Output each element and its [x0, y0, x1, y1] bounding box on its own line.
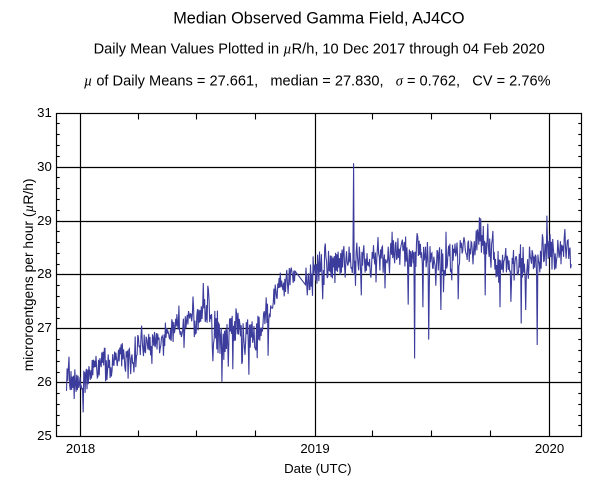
svg-text:28: 28: [37, 266, 52, 281]
svg-text:µ of Daily Means = 27.661, m: µ of Daily Means = 27.661, median = 27.8…: [84, 74, 551, 90]
svg-text:31: 31: [37, 105, 52, 120]
svg-text:27: 27: [37, 320, 52, 335]
svg-text:2019: 2019: [300, 441, 329, 456]
svg-text:29: 29: [37, 213, 52, 228]
svg-text:microroentgens per hour (µR/h): microroentgens per hour (µR/h): [21, 179, 36, 372]
svg-text:26: 26: [37, 374, 52, 389]
svg-text:2018: 2018: [66, 441, 95, 456]
svg-text:Daily Mean Values Plotted in µ: Daily Mean Values Plotted in µR/h, 10 De…: [94, 41, 545, 57]
svg-text:25: 25: [37, 428, 52, 443]
svg-text:2020: 2020: [535, 441, 564, 456]
svg-text:Date (UTC): Date (UTC): [284, 461, 351, 476]
svg-text:Median Observed Gamma Field, A: Median Observed Gamma Field, AJ4CO: [173, 10, 464, 28]
svg-text:30: 30: [37, 159, 52, 174]
